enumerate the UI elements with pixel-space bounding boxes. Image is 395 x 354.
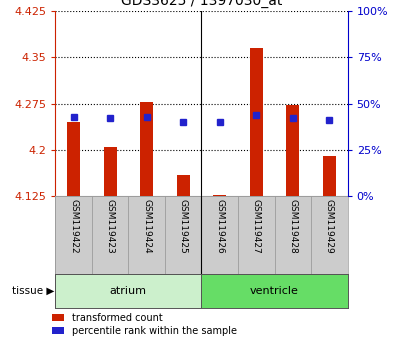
Text: ventricle: ventricle: [250, 286, 299, 296]
Bar: [67, 122, 80, 196]
Bar: [140, 102, 153, 196]
Bar: [323, 156, 336, 196]
Bar: [311, 196, 348, 274]
Bar: [92, 196, 128, 274]
Text: GSM119427: GSM119427: [252, 199, 261, 253]
Text: GSM119424: GSM119424: [142, 199, 151, 253]
Text: GSM119422: GSM119422: [69, 199, 78, 253]
Text: GSM119423: GSM119423: [105, 199, 115, 253]
Text: GSM119425: GSM119425: [179, 199, 188, 253]
Bar: [55, 274, 201, 308]
Bar: [55, 196, 92, 274]
Text: tissue ▶: tissue ▶: [12, 286, 55, 296]
Bar: [128, 196, 165, 274]
Title: GDS3625 / 1397030_at: GDS3625 / 1397030_at: [121, 0, 282, 8]
Text: atrium: atrium: [110, 286, 147, 296]
Bar: [177, 175, 190, 196]
Text: GSM119428: GSM119428: [288, 199, 297, 253]
Bar: [250, 48, 263, 196]
Bar: [213, 195, 226, 196]
Bar: [165, 196, 201, 274]
Bar: [104, 147, 117, 196]
Bar: [201, 274, 348, 308]
Bar: [238, 196, 275, 274]
Bar: [286, 105, 299, 196]
Text: GSM119426: GSM119426: [215, 199, 224, 253]
Text: GSM119429: GSM119429: [325, 199, 334, 253]
Legend: transformed count, percentile rank within the sample: transformed count, percentile rank withi…: [52, 313, 237, 336]
Bar: [201, 196, 238, 274]
Bar: [275, 196, 311, 274]
